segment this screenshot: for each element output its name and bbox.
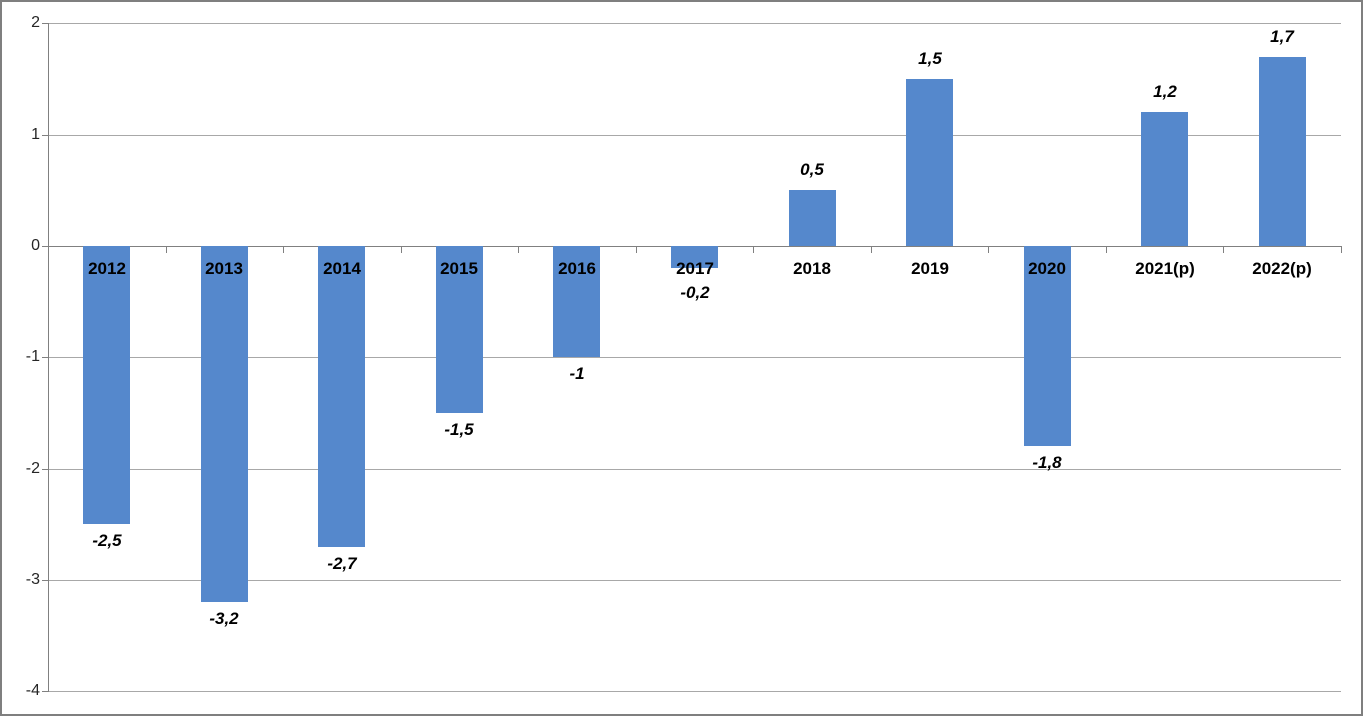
value-label-2012: -2,5 <box>92 531 122 550</box>
x-axis-tick <box>518 246 519 253</box>
bar-2015 <box>436 246 483 413</box>
y-axis-tick <box>42 357 48 358</box>
y-axis-tick <box>42 135 48 136</box>
x-axis-tick <box>48 246 49 253</box>
x-axis-tick <box>753 246 754 253</box>
x-axis-tick <box>283 246 284 253</box>
category-label-2021(p): 2021(p) <box>1135 259 1195 278</box>
value-label-2020: -1,8 <box>1032 453 1062 472</box>
x-axis-tick <box>636 246 637 253</box>
bar-2022(p) <box>1259 57 1306 246</box>
category-label-2018: 2018 <box>793 259 831 278</box>
y-axis-label--2: -2 <box>25 460 40 477</box>
value-label-2017: -0,2 <box>680 283 710 302</box>
category-label-2015: 2015 <box>440 259 478 278</box>
y-axis-label-0: 0 <box>31 237 40 254</box>
gridline--1 <box>48 357 1341 358</box>
value-label-2013: -3,2 <box>209 609 239 628</box>
value-label-2022(p): 1,7 <box>1270 27 1294 46</box>
category-label-2022(p): 2022(p) <box>1252 259 1312 278</box>
y-axis-tick <box>42 23 48 24</box>
category-label-2012: 2012 <box>88 259 126 278</box>
gridline--3 <box>48 580 1341 581</box>
category-label-2016: 2016 <box>558 259 596 278</box>
y-axis-label-1: 1 <box>31 126 40 143</box>
x-axis-tick <box>401 246 402 253</box>
x-axis-tick <box>988 246 989 253</box>
x-axis-tick <box>871 246 872 253</box>
value-label-2021(p): 1,2 <box>1153 82 1177 101</box>
y-axis-tick <box>42 691 48 692</box>
gridline-2 <box>48 23 1341 24</box>
y-axis-tick <box>42 469 48 470</box>
x-axis-tick <box>1106 246 1107 253</box>
category-label-2014: 2014 <box>323 259 361 278</box>
value-label-2015: -1,5 <box>444 420 474 439</box>
bar-2020 <box>1024 246 1071 446</box>
y-axis-label-2: 2 <box>31 14 40 31</box>
x-axis-tick <box>1341 246 1342 253</box>
category-label-2019: 2019 <box>911 259 949 278</box>
category-label-2020: 2020 <box>1028 259 1066 278</box>
x-axis-tick <box>166 246 167 253</box>
gridline--2 <box>48 469 1341 470</box>
bar-2012 <box>83 246 130 524</box>
bar-2019 <box>906 79 953 246</box>
bar-2014 <box>318 246 365 547</box>
bar-2017 <box>671 246 718 268</box>
gridline--4 <box>48 691 1341 692</box>
y-axis-label--4: -4 <box>25 682 40 699</box>
y-axis-label--3: -3 <box>25 571 40 588</box>
category-label-2017: 2017 <box>676 259 714 278</box>
y-axis-tick <box>42 580 48 581</box>
value-label-2019: 1,5 <box>918 49 942 68</box>
bar-2021(p) <box>1141 112 1188 246</box>
y-axis-tick <box>42 246 48 247</box>
bar-2018 <box>789 190 836 246</box>
y-axis-line <box>48 23 49 692</box>
bar-2016 <box>553 246 600 357</box>
y-axis-label--1: -1 <box>25 348 40 365</box>
gridline-1 <box>48 135 1341 136</box>
value-label-2014: -2,7 <box>327 554 357 573</box>
value-label-2018: 0,5 <box>800 160 824 179</box>
category-label-2013: 2013 <box>205 259 243 278</box>
value-label-2016: -1 <box>569 364 585 383</box>
bar-2013 <box>201 246 248 602</box>
x-axis-tick <box>1223 246 1224 253</box>
